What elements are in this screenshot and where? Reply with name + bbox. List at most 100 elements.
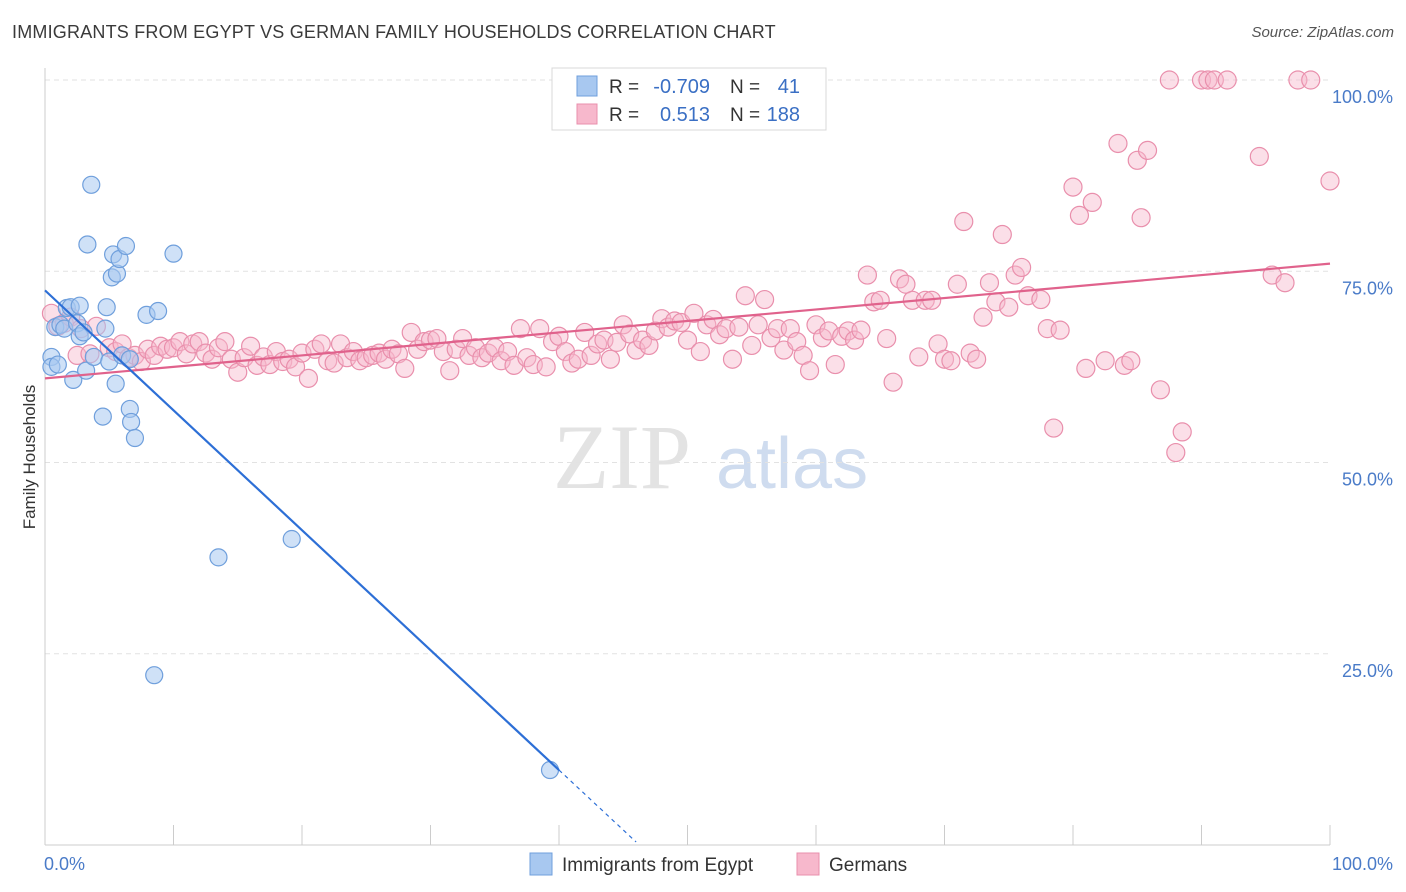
germans-point [889,269,910,289]
legend-r-value-1: -0.709 [653,76,710,98]
axes [44,68,1331,846]
germans-point [1063,177,1083,197]
egypt-point [97,298,116,317]
bottom-legend-egypt: Immigrants from Egypt [562,855,754,876]
egypt-point [93,407,112,426]
egypt-point [148,301,168,321]
germans-point [883,372,903,392]
germans-point [510,319,531,339]
germans-point [1095,351,1115,371]
egypt-point [121,412,141,432]
germans-point [819,321,839,341]
legend-n-label-2: N = [730,105,760,126]
germans-point [626,340,646,360]
x-tick-label: 0.0% [44,854,85,874]
germans-point [857,265,878,285]
y-tick-label: 50.0% [1342,470,1393,490]
germans-point [1217,70,1237,90]
trend-lines [44,262,1331,843]
germans-point [311,334,331,354]
egypt-point [209,548,228,567]
watermark-zip: ZIP [553,406,691,508]
source-label: Source: ZipAtlas.com [1251,24,1394,41]
egypt-point [145,666,164,685]
germans-point [1050,320,1070,340]
bottom-legend-swatch-egypt [529,852,553,876]
germans-point [440,361,460,381]
germans-point [799,361,820,381]
germans-point [645,321,665,341]
germans-point [722,349,743,369]
germans-point [941,351,961,371]
legend-n-value-2: 188 [767,104,800,126]
germans-point [581,345,601,365]
legend: R = -0.709 N = 41 R = 0.513 N = 188 [551,67,827,131]
egypt-point [96,319,115,338]
germans-point [1005,265,1025,285]
watermark: ZIP atlas [553,406,868,508]
germans-point [298,368,319,388]
y-tick-label: 75.0% [1342,278,1393,298]
egypt-trend-line [44,289,560,771]
germans-point [1137,140,1158,160]
legend-n-value-1: 41 [778,76,800,98]
germans-point [1011,257,1032,278]
germans-point [967,349,987,369]
egypt-point [48,355,67,374]
germans-point [954,211,974,232]
legend-swatch-germans [576,103,598,125]
germans-point [742,335,762,356]
germans-point [1131,208,1151,228]
germans-point [176,344,196,364]
bottom-legend-germans: Germans [829,855,907,876]
egypt-trend-extension [558,769,637,843]
legend-box [551,67,827,131]
bottom-legend-swatch-germans [796,852,820,876]
germans-point [1320,171,1340,191]
germans-point [1044,418,1064,438]
tick-labels: 100.0% 75.0% 50.0% 25.0% 0.0% 100.0% [44,87,1393,874]
y-tick-label: 25.0% [1342,661,1393,681]
germans-trend-line [44,262,1331,380]
watermark-atlas: atlas [716,424,868,504]
egypt-point [82,175,101,194]
germans-point [536,357,556,377]
germans-point [1076,358,1096,379]
germans-point [909,347,929,367]
germans-point [568,349,588,369]
germans-point [735,286,755,306]
egypt-point [106,374,125,393]
legend-swatch-egypt [576,75,598,97]
germans-point [292,343,312,363]
germans-point [832,326,852,346]
germans-point [947,274,967,294]
germans-point [1108,133,1128,154]
egypt-point [125,428,145,448]
germans-point [1159,70,1179,90]
egypt-point [164,244,183,263]
germans-point [575,322,595,343]
germans-point [1166,442,1186,463]
egypt-point [70,296,89,315]
x-tick-label: 100.0% [1332,854,1393,874]
germans-point [729,317,749,337]
germans-point [999,297,1019,317]
y-axis-title: Family Households [20,385,39,530]
germans-point [677,330,698,350]
germans-point [896,274,916,294]
germans-point [1301,70,1321,90]
bottom-legend: Immigrants from Egypt Germans [529,852,907,876]
germans-point [877,328,897,349]
germans-point [973,307,993,327]
germans-point [241,336,261,356]
egypt-point [282,529,301,549]
egypt-point [116,236,136,256]
egypt-point [120,350,139,369]
germans-point [844,330,865,350]
germans-point [324,353,344,373]
germans-point [189,332,209,352]
germans-point [1150,380,1170,400]
germans-point [465,338,486,358]
germans-point [600,349,621,369]
